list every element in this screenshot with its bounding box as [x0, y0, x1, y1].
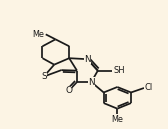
- Text: N: N: [84, 55, 91, 64]
- Text: N: N: [88, 78, 95, 87]
- Text: Me: Me: [33, 30, 44, 39]
- Text: SH: SH: [113, 66, 125, 75]
- Text: O: O: [65, 86, 72, 95]
- Text: Cl: Cl: [145, 83, 153, 92]
- Text: Me: Me: [111, 115, 123, 124]
- Text: S: S: [41, 72, 47, 81]
